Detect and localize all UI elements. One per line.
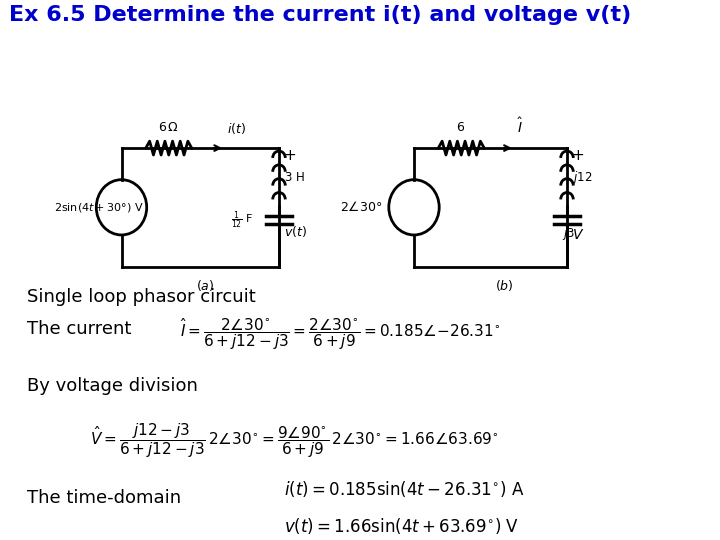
Text: $6$: $6$ xyxy=(456,122,465,134)
Text: $(a)$: $(a)$ xyxy=(196,279,214,293)
Text: The current: The current xyxy=(27,320,131,338)
Text: By voltage division: By voltage division xyxy=(27,377,198,395)
Text: $i(t)$: $i(t)$ xyxy=(227,122,246,136)
Text: $2\angle 30°$: $2\angle 30°$ xyxy=(341,200,382,214)
Text: $\hat{I} = \dfrac{2\angle 30^{\circ}}{6 + j12 - j3} = \dfrac{2\angle 30^{\circ}}: $\hat{I} = \dfrac{2\angle 30^{\circ}}{6 … xyxy=(180,316,500,352)
Text: $i(t) = 0.185\sin(4t - 26.31^{\circ})\ \mathrm{A}$: $i(t) = 0.185\sin(4t - 26.31^{\circ})\ \… xyxy=(284,479,524,499)
Text: $v(t) = 1.66\sin(4t + 63.69^{\circ})\ \mathrm{V}$: $v(t) = 1.66\sin(4t + 63.69^{\circ})\ \m… xyxy=(284,516,518,536)
Text: $(b)$: $(b)$ xyxy=(495,279,513,293)
Text: The time-domain: The time-domain xyxy=(27,489,181,507)
Text: $\hat{V} = \dfrac{j12 - j3}{6 + j12 - j3}\,2\angle 30^{\circ} = \dfrac{9\angle 9: $\hat{V} = \dfrac{j12 - j3}{6 + j12 - j3… xyxy=(90,422,499,460)
Text: $\hat{I}$: $\hat{I}$ xyxy=(517,117,523,136)
Text: Ex 6.5 Determine the current i(t) and voltage v(t): Ex 6.5 Determine the current i(t) and vo… xyxy=(9,5,631,25)
Text: +: + xyxy=(284,148,296,164)
Text: $\frac{1}{12}$ F: $\frac{1}{12}$ F xyxy=(231,210,254,231)
Text: $\hat{V}$: $\hat{V}$ xyxy=(572,224,585,244)
Text: $6\,\Omega$: $6\,\Omega$ xyxy=(158,122,179,134)
Text: $2\sin(4t + 30°)$ V: $2\sin(4t + 30°)$ V xyxy=(54,201,143,214)
Text: $j3$: $j3$ xyxy=(562,226,575,242)
Text: +: + xyxy=(572,148,584,164)
Text: Single loop phasor circuit: Single loop phasor circuit xyxy=(27,288,256,306)
Text: $3$ H: $3$ H xyxy=(284,171,305,184)
Text: $j12$: $j12$ xyxy=(572,168,593,186)
Text: $v(t)$: $v(t)$ xyxy=(284,224,307,239)
